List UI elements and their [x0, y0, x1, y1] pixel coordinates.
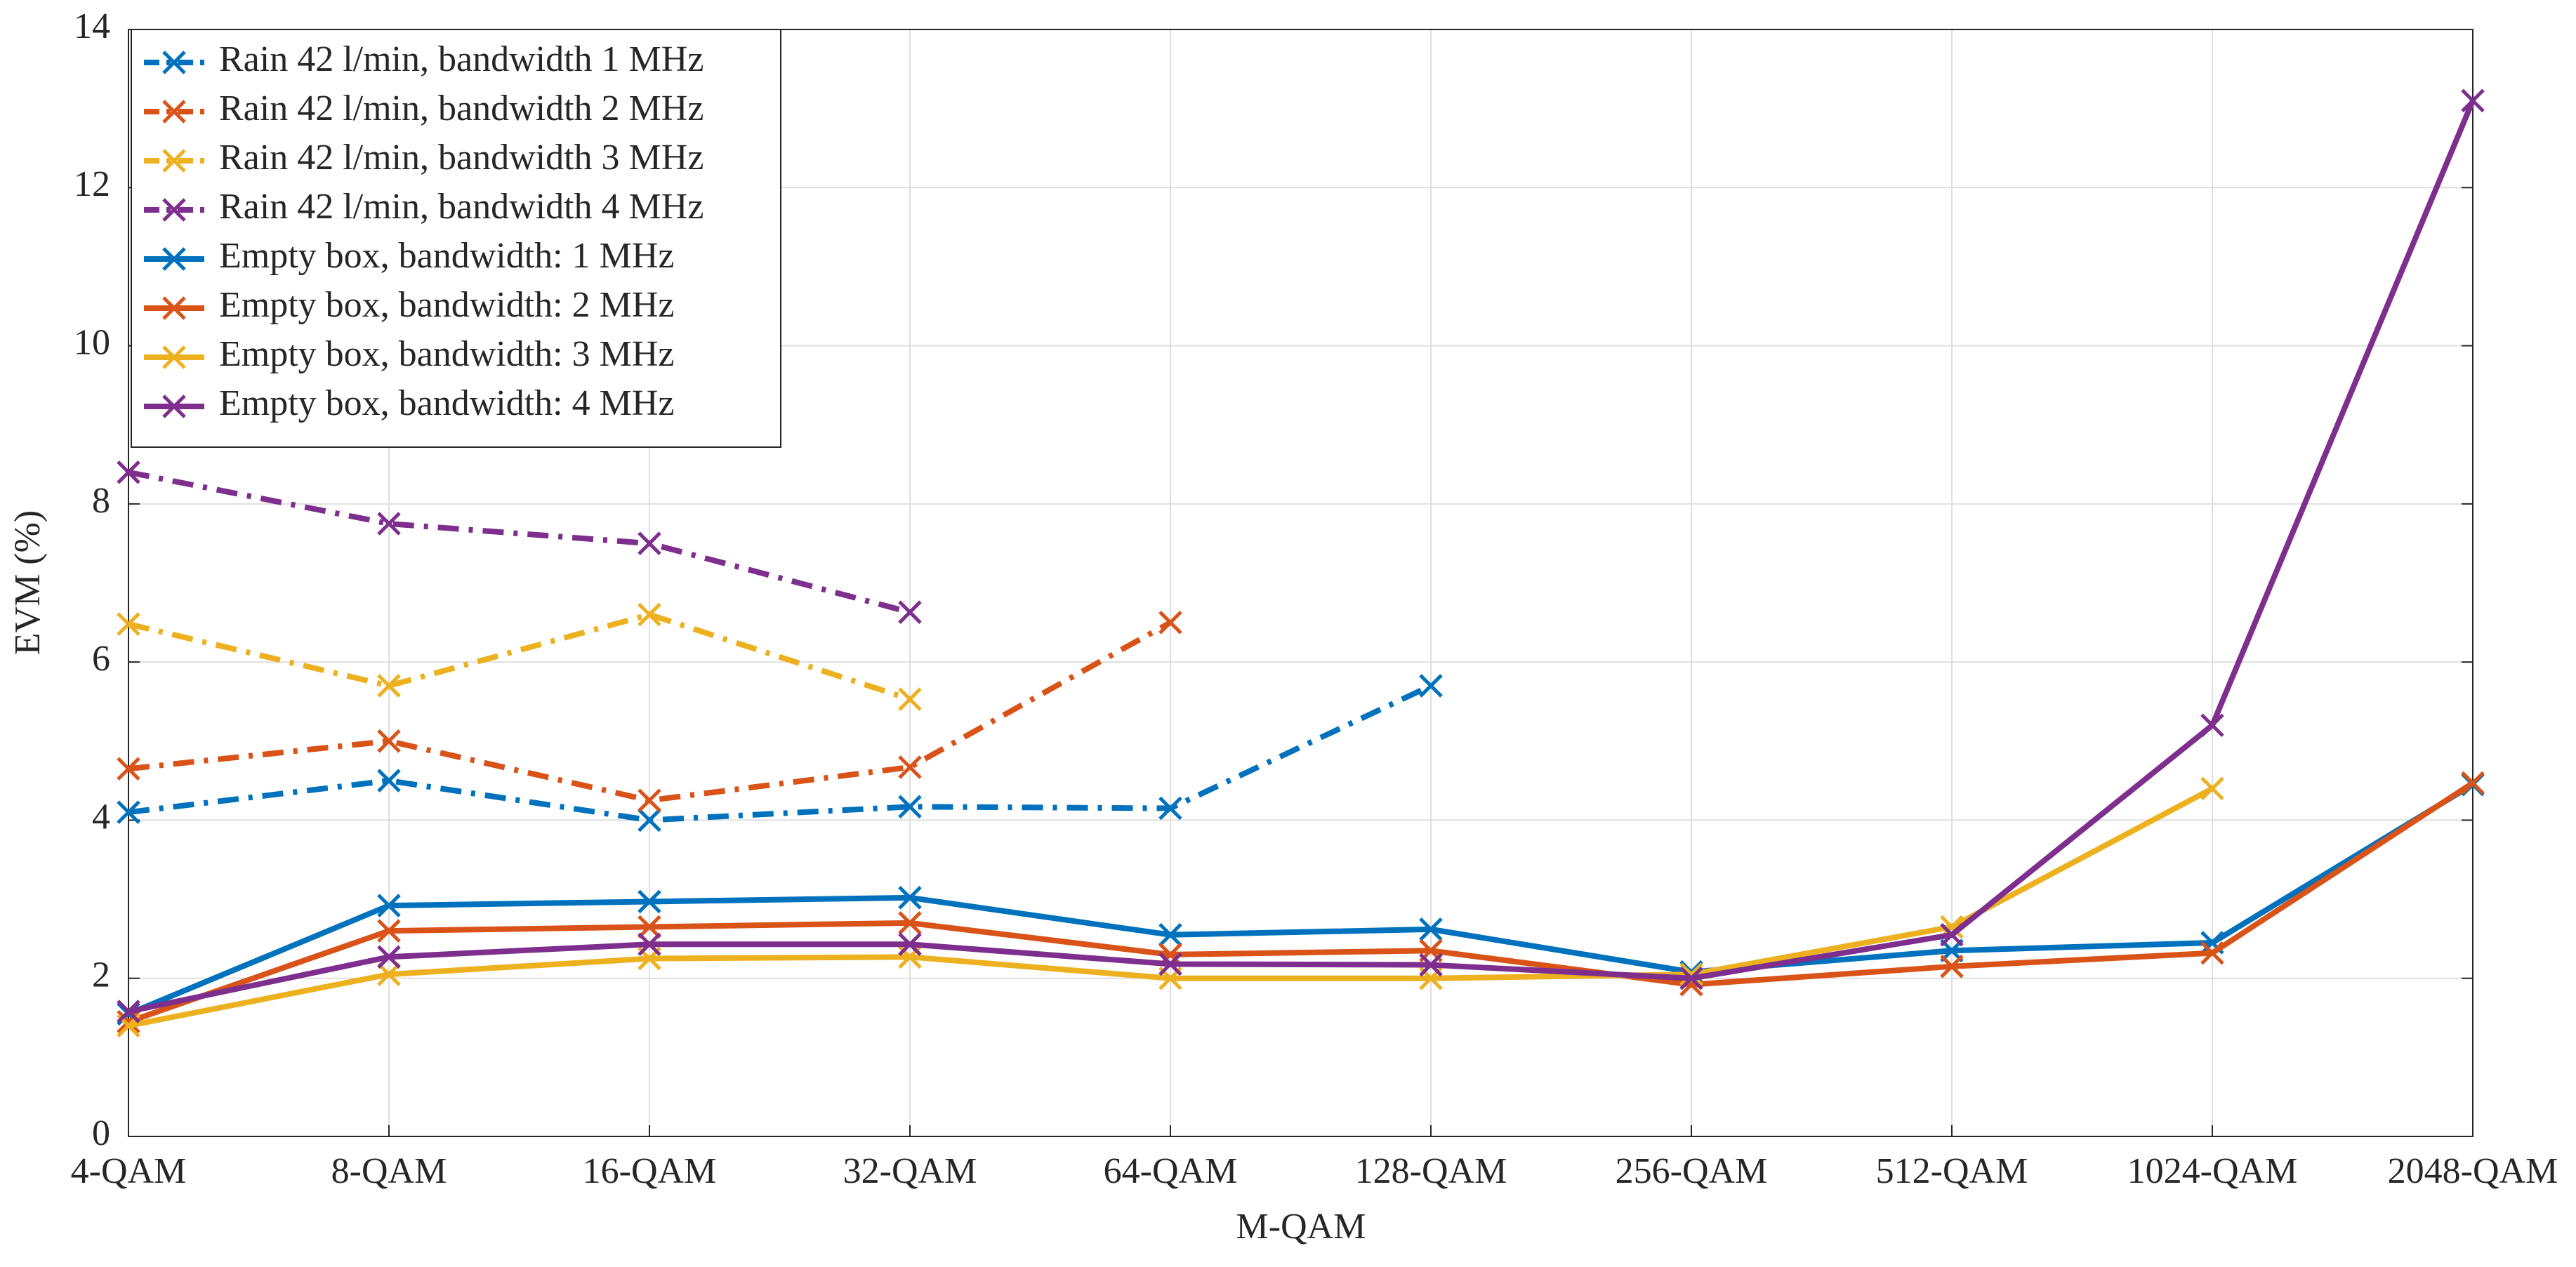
x-tick-label: 32-QAM [843, 1151, 977, 1191]
x-tick-label: 128-QAM [1355, 1151, 1507, 1191]
marker [638, 932, 661, 957]
plot-frame [128, 29, 2473, 1137]
legend-marker [162, 296, 186, 320]
marker [2200, 776, 2224, 801]
legend-marker [162, 100, 186, 124]
marker [377, 729, 401, 753]
x-tick-label: 8-QAM [331, 1151, 447, 1191]
legend-marker [162, 394, 186, 418]
marker [1158, 952, 1182, 976]
y-tick-label: 12 [74, 164, 110, 204]
marker [638, 889, 661, 914]
marker [2461, 88, 2485, 113]
legend-marker [162, 149, 186, 173]
y-tick-label: 8 [92, 481, 110, 521]
marker [898, 687, 922, 711]
marker [117, 800, 140, 824]
marker [2200, 713, 2224, 738]
legend-label: Empty box, bandwidth: 1 MHz [219, 236, 675, 276]
y-tick-label: 4 [92, 797, 110, 837]
x-tick-label: 64-QAM [1104, 1151, 1238, 1191]
y-tick-label: 2 [92, 955, 110, 995]
marker [1940, 922, 1964, 947]
y-tick-label: 14 [74, 6, 110, 46]
legend-label: Empty box, bandwidth: 2 MHz [219, 285, 675, 325]
y-axis-label: EVM (%) [8, 510, 48, 656]
marker [638, 808, 661, 832]
legend-marker [162, 345, 186, 369]
legend-marker [162, 247, 186, 271]
legend-label: Rain 42 l/min, bandwidth 3 MHz [219, 138, 704, 178]
marker [638, 915, 661, 939]
series-line [128, 469, 911, 616]
marker [638, 531, 661, 555]
marker [898, 886, 922, 910]
legend-box [131, 29, 781, 448]
legend-label: Empty box, bandwidth: 4 MHz [219, 383, 675, 423]
marker [898, 795, 922, 819]
marker [1940, 955, 1964, 979]
marker [377, 769, 401, 792]
marker [377, 894, 401, 917]
x-tick-label: 16-QAM [583, 1151, 717, 1191]
marker [1419, 917, 1443, 941]
marker [117, 1000, 140, 1023]
legend-label: Rain 42 l/min, bandwidth 4 MHz [219, 187, 704, 227]
marker [377, 945, 401, 969]
legend-label: Rain 42 l/min, bandwidth 1 MHz [219, 39, 704, 79]
y-tick-label: 10 [74, 323, 110, 363]
x-axis-label: M-QAM [1236, 1207, 1366, 1247]
marker [638, 602, 661, 627]
marker [117, 612, 140, 636]
marker [377, 919, 401, 943]
legend-label: Rain 42 l/min, bandwidth 2 MHz [219, 88, 704, 128]
marker [2200, 941, 2224, 965]
y-tick-label: 6 [92, 639, 110, 679]
series-line [128, 99, 2476, 1014]
legend-marker [162, 198, 186, 222]
x-tick-label: 4-QAM [71, 1151, 187, 1191]
marker [638, 788, 661, 813]
marker [898, 600, 922, 624]
marker [377, 674, 401, 698]
marker [117, 460, 140, 484]
marker [2461, 771, 2485, 795]
marker [898, 755, 922, 779]
series-line [128, 683, 1432, 823]
series-line [127, 782, 2475, 1017]
marker [117, 1009, 140, 1034]
marker [1679, 966, 1703, 990]
x-tick-label: 512-QAM [1876, 1151, 2028, 1191]
marker [1419, 674, 1443, 698]
x-tick-label: 1024-QAM [2127, 1151, 2298, 1191]
marker [117, 757, 140, 781]
marker [1419, 953, 1443, 977]
y-tick-label: 0 [92, 1113, 110, 1153]
x-tick-label: 256-QAM [1616, 1151, 1768, 1191]
series-line [127, 781, 2475, 1025]
series-line [128, 611, 911, 702]
marker [377, 962, 401, 986]
marker [898, 911, 922, 935]
marker [1158, 611, 1182, 635]
marker [377, 512, 401, 536]
marker [1158, 922, 1182, 947]
marker [1679, 962, 1703, 986]
legend-marker [162, 51, 186, 74]
legend-label: Empty box, bandwidth: 3 MHz [219, 334, 675, 374]
marker [898, 932, 922, 957]
marker [1158, 796, 1182, 821]
x-tick-label: 2048-QAM [2388, 1151, 2558, 1191]
